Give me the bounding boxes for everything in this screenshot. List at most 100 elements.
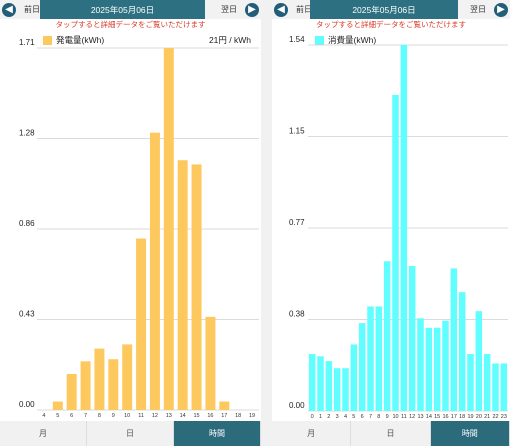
x-tick-label: 5 (56, 413, 59, 419)
x-tick-label: 15 (434, 414, 440, 420)
x-tick-label: 13 (166, 413, 172, 419)
arrow-right-icon: ▶ (245, 2, 259, 17)
x-tick-label: 21 (484, 414, 490, 420)
x-tick-label: 23 (501, 414, 507, 420)
generation-panel: ◀ 前日 2025年05月06日 翌日 ▶ タップすると詳細データをご覧いただけ… (0, 0, 261, 446)
bar-20 (475, 311, 483, 411)
tab-day[interactable]: 日 (87, 421, 174, 446)
x-tick-label: 8 (98, 413, 101, 419)
x-tick-label: 10 (392, 414, 398, 420)
bar-5 (52, 401, 63, 410)
x-tick-label: 16 (442, 414, 448, 420)
x-tick-label: 14 (426, 414, 432, 420)
bar-0 (308, 353, 316, 411)
bar-16 (442, 320, 449, 411)
x-tick-label: 1 (319, 414, 322, 420)
bar-6 (358, 323, 366, 411)
legend-swatch (315, 35, 324, 45)
x-tick-label: 6 (70, 413, 73, 419)
period-tabs: 月 日 時間 (272, 421, 510, 446)
bar-3 (333, 368, 341, 411)
y-tick-label: 1.54 (289, 35, 305, 44)
consumption-chart[interactable]: 0.000.380.771.151.540 1 2 3 4 5 6 7 8 9 10 11 12 13 14… (272, 0, 510, 421)
x-tick-label: 17 (221, 413, 227, 419)
bar-9 (383, 261, 391, 411)
bar-23 (500, 363, 508, 411)
x-tick-label: 5 (352, 414, 355, 420)
legend-swatch (43, 35, 52, 45)
x-tick-label: 19 (249, 413, 255, 419)
bar-12 (149, 132, 160, 411)
tab-month[interactable]: 月 (0, 421, 87, 446)
bar-10 (122, 344, 133, 410)
previous-day-label: 前日 (24, 5, 40, 14)
arrow-left-icon: ◀ (2, 2, 16, 17)
next-day-button[interactable]: 翌日 ▶ (470, 2, 508, 17)
previous-day-button[interactable]: ◀ 前日 (274, 2, 312, 17)
x-tick-label: 12 (409, 414, 415, 420)
bar-17 (450, 268, 458, 411)
tab-month[interactable]: 月 (272, 421, 352, 446)
bar-15 (191, 164, 202, 410)
date-display: 2025年05月06日 (310, 0, 458, 19)
x-tick-label: 7 (369, 414, 372, 420)
x-tick-label: 15 (194, 413, 200, 419)
bar-5 (350, 344, 358, 411)
bar-13 (163, 48, 174, 410)
x-tick-label: 7 (84, 413, 87, 419)
y-tick-label: 1.71 (19, 38, 35, 47)
x-tick-label: 14 (180, 413, 186, 419)
bar-14 (177, 160, 188, 410)
x-tick-label: 0 (311, 414, 314, 420)
next-day-label: 翌日 (470, 5, 486, 14)
x-tick-label: 17 (451, 414, 457, 420)
bar-8 (375, 306, 383, 411)
bar-12 (408, 266, 416, 411)
bar-13 (417, 318, 424, 411)
bar-16 (205, 316, 216, 410)
bar-22 (492, 363, 499, 411)
next-day-button[interactable]: 翌日 ▶ (221, 2, 259, 17)
bar-19 (467, 353, 474, 411)
bar-8 (94, 348, 105, 410)
y-tick-label: 0.38 (289, 310, 305, 319)
x-tick-label: 19 (467, 414, 473, 420)
arrow-left-icon: ◀ (274, 2, 288, 17)
y-tick-label: 1.15 (289, 127, 305, 136)
x-tick-label: 22 (492, 414, 498, 420)
x-tick-label: 13 (417, 414, 423, 420)
bar-11 (400, 45, 408, 411)
tab-day[interactable]: 日 (351, 421, 431, 446)
y-tick-label: 0.86 (19, 219, 35, 228)
x-tick-label: 12 (152, 413, 158, 419)
chart-legend: 消費量(kWh) (315, 34, 376, 46)
next-day-label: 翌日 (221, 5, 237, 14)
legend-label: 発電量(kWh) (56, 35, 105, 45)
bar-10 (392, 94, 399, 411)
x-tick-label: 18 (235, 413, 241, 419)
bar-18 (458, 292, 466, 411)
tab-hour[interactable]: 時間 (430, 421, 510, 446)
x-tick-label: 9 (386, 414, 389, 420)
bar-14 (425, 327, 433, 411)
bar-7 (367, 306, 374, 411)
bar-15 (433, 327, 441, 411)
tab-hour[interactable]: 時間 (174, 421, 261, 446)
bar-17 (219, 401, 230, 410)
date-navigation-bar: ◀ 前日 2025年05月06日 翌日 ▶ (0, 0, 261, 19)
x-tick-label: 4 (344, 414, 347, 420)
consumption-panel: ◀ 前日 2025年05月06日 翌日 ▶ タップすると詳細データをご覧いただけ… (272, 0, 510, 446)
x-tick-label: 11 (138, 413, 144, 419)
generation-chart[interactable]: 0.00 0.43 0.86 1.28 1.71 4 5 6 7 8 9 10 11 12 13 14 15 16… (0, 0, 261, 421)
x-tick-label: 16 (207, 413, 213, 419)
bar-2 (325, 361, 333, 411)
y-tick-label: 0.77 (289, 218, 305, 227)
unit-rate: 21円 / kWh (208, 35, 251, 45)
x-tick-label: 18 (459, 414, 465, 420)
previous-day-button[interactable]: ◀ 前日 (2, 2, 40, 17)
y-tick-label: 0.00 (19, 400, 35, 409)
x-tick-label: 6 (361, 414, 364, 420)
y-tick-label: 1.28 (19, 129, 35, 138)
x-tick-label: 2 (327, 414, 330, 420)
